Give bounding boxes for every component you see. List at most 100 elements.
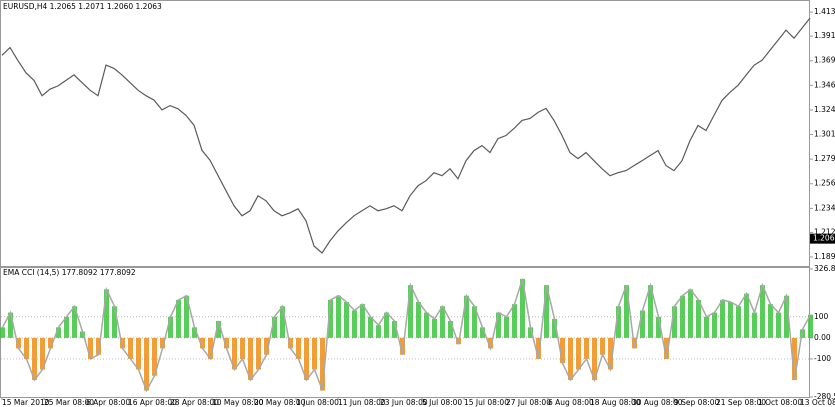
y-tick-label: 1.2120 [814, 227, 835, 236]
cci-bar [368, 316, 373, 338]
cci-bar [600, 337, 605, 355]
cci-bar [16, 337, 21, 349]
x-tick-label: 1 Jun 08:00 [296, 398, 339, 407]
cci-bar [712, 312, 717, 338]
cci-bar [264, 337, 269, 355]
cci-bar [752, 312, 757, 338]
cci-bar [720, 299, 725, 338]
cci-bar [248, 337, 253, 381]
cci-bar [656, 316, 661, 338]
cci-bar [304, 337, 309, 381]
cci-bar [184, 295, 189, 338]
cci-bar [776, 312, 781, 338]
cci-bar [648, 285, 653, 338]
cci-bar [80, 331, 85, 338]
cci-bar [136, 337, 141, 370]
y-tick-label: 1.3240 [814, 105, 835, 114]
cci-bar [312, 337, 317, 370]
x-tick-label: 6 Aug 08:00 [548, 398, 594, 407]
cci-bar [24, 337, 29, 359]
cci-bar [72, 306, 77, 338]
cci-line [1, 278, 812, 393]
y-tick-label: 0.00 [814, 333, 831, 342]
cci-bar [256, 337, 261, 370]
cci-bar [664, 337, 669, 359]
cci-bar [376, 325, 381, 338]
y-tick-label: 1.2790 [814, 154, 835, 163]
cci-bar [496, 312, 501, 338]
y-tick-label: 1.3015 [814, 130, 835, 139]
x-tick-label: 27 Jul 08:00 [506, 398, 551, 407]
cci-bar [784, 295, 789, 338]
price-title: EURUSD,H4 1.2065 1.2071 1.2060 1.2063 [3, 2, 162, 11]
cci-bar [624, 285, 629, 338]
cci-bar [120, 337, 125, 349]
cci-bar [584, 337, 589, 359]
cci-bar [616, 306, 621, 338]
cci-bar [0, 327, 5, 338]
cci-bar [88, 337, 93, 359]
cci-bar [792, 337, 797, 381]
cci-bar [440, 306, 445, 338]
x-tick-label: 25 Mar 08:00 [44, 398, 94, 407]
y-tick-label: 326.8046 [814, 264, 835, 273]
cci-bar [480, 327, 485, 338]
cci-bar [360, 304, 365, 338]
cci-bar [472, 306, 477, 338]
x-tick-label: 9 Sep 08:00 [674, 398, 720, 407]
cci-bar [568, 337, 573, 381]
y-tick-label: 1.2565 [814, 179, 835, 188]
price-line [1, 17, 811, 254]
cci-bar [208, 337, 213, 359]
y-tick-label: 1.3690 [814, 56, 835, 65]
cci-bar [32, 337, 37, 381]
cci-bar [704, 316, 709, 338]
cci-bar [240, 337, 245, 359]
x-tick-label: 15 Mar 2010 [2, 398, 50, 407]
y-tick-label: 100 [814, 312, 829, 321]
x-tick-label: 16 Apr 08:00 [128, 398, 177, 407]
cci-bar [592, 337, 597, 381]
y-tick-label: 1.2340 [814, 203, 835, 212]
cci-bar [432, 318, 437, 338]
cci-bar [40, 337, 45, 370]
x-tick-label: 28 Apr 08:00 [170, 398, 219, 407]
x-tick-label: 6 Apr 08:00 [86, 398, 130, 407]
y-tick-label: 1.1895 [814, 252, 835, 261]
cci-bar [760, 285, 765, 338]
y-tick-label: 1.4135 [814, 7, 835, 16]
cci-bar [640, 310, 645, 338]
cci-bar [344, 302, 349, 338]
cci-bar [232, 337, 237, 370]
cci-bar [464, 295, 469, 338]
price-frame [0, 0, 810, 267]
x-tick-label: 5 Jul 08:00 [422, 398, 462, 407]
cci-bar [192, 327, 197, 338]
y-tick-label: -280.564 [814, 392, 835, 401]
cci-bar [400, 337, 405, 355]
cci-bar [552, 318, 557, 338]
cci-bar [688, 289, 693, 338]
cci-bar [224, 337, 229, 349]
cci-bar [296, 337, 301, 359]
cci-bar [168, 316, 173, 338]
y-tick-label: 1.3465 [814, 80, 835, 89]
cci-bar [504, 316, 509, 338]
cci-bar [152, 337, 157, 376]
cci-bar [64, 316, 69, 338]
cci-bar [416, 302, 421, 338]
cci-bar [768, 304, 773, 338]
x-tick-label: 23 Jun 08:00 [380, 398, 428, 407]
cci-bar [608, 337, 613, 370]
cci-bar [520, 278, 525, 338]
cci-bar [48, 337, 53, 349]
cci-bar [336, 295, 341, 338]
cci-bar [160, 337, 165, 349]
cci-bar [8, 312, 13, 338]
x-tick-label: 21 Sep 08:00 [716, 398, 766, 407]
cci-bar [736, 306, 741, 338]
y-tick-label: 1.3915 [814, 31, 835, 40]
x-tick-label: 1 Oct 08:00 [758, 398, 802, 407]
